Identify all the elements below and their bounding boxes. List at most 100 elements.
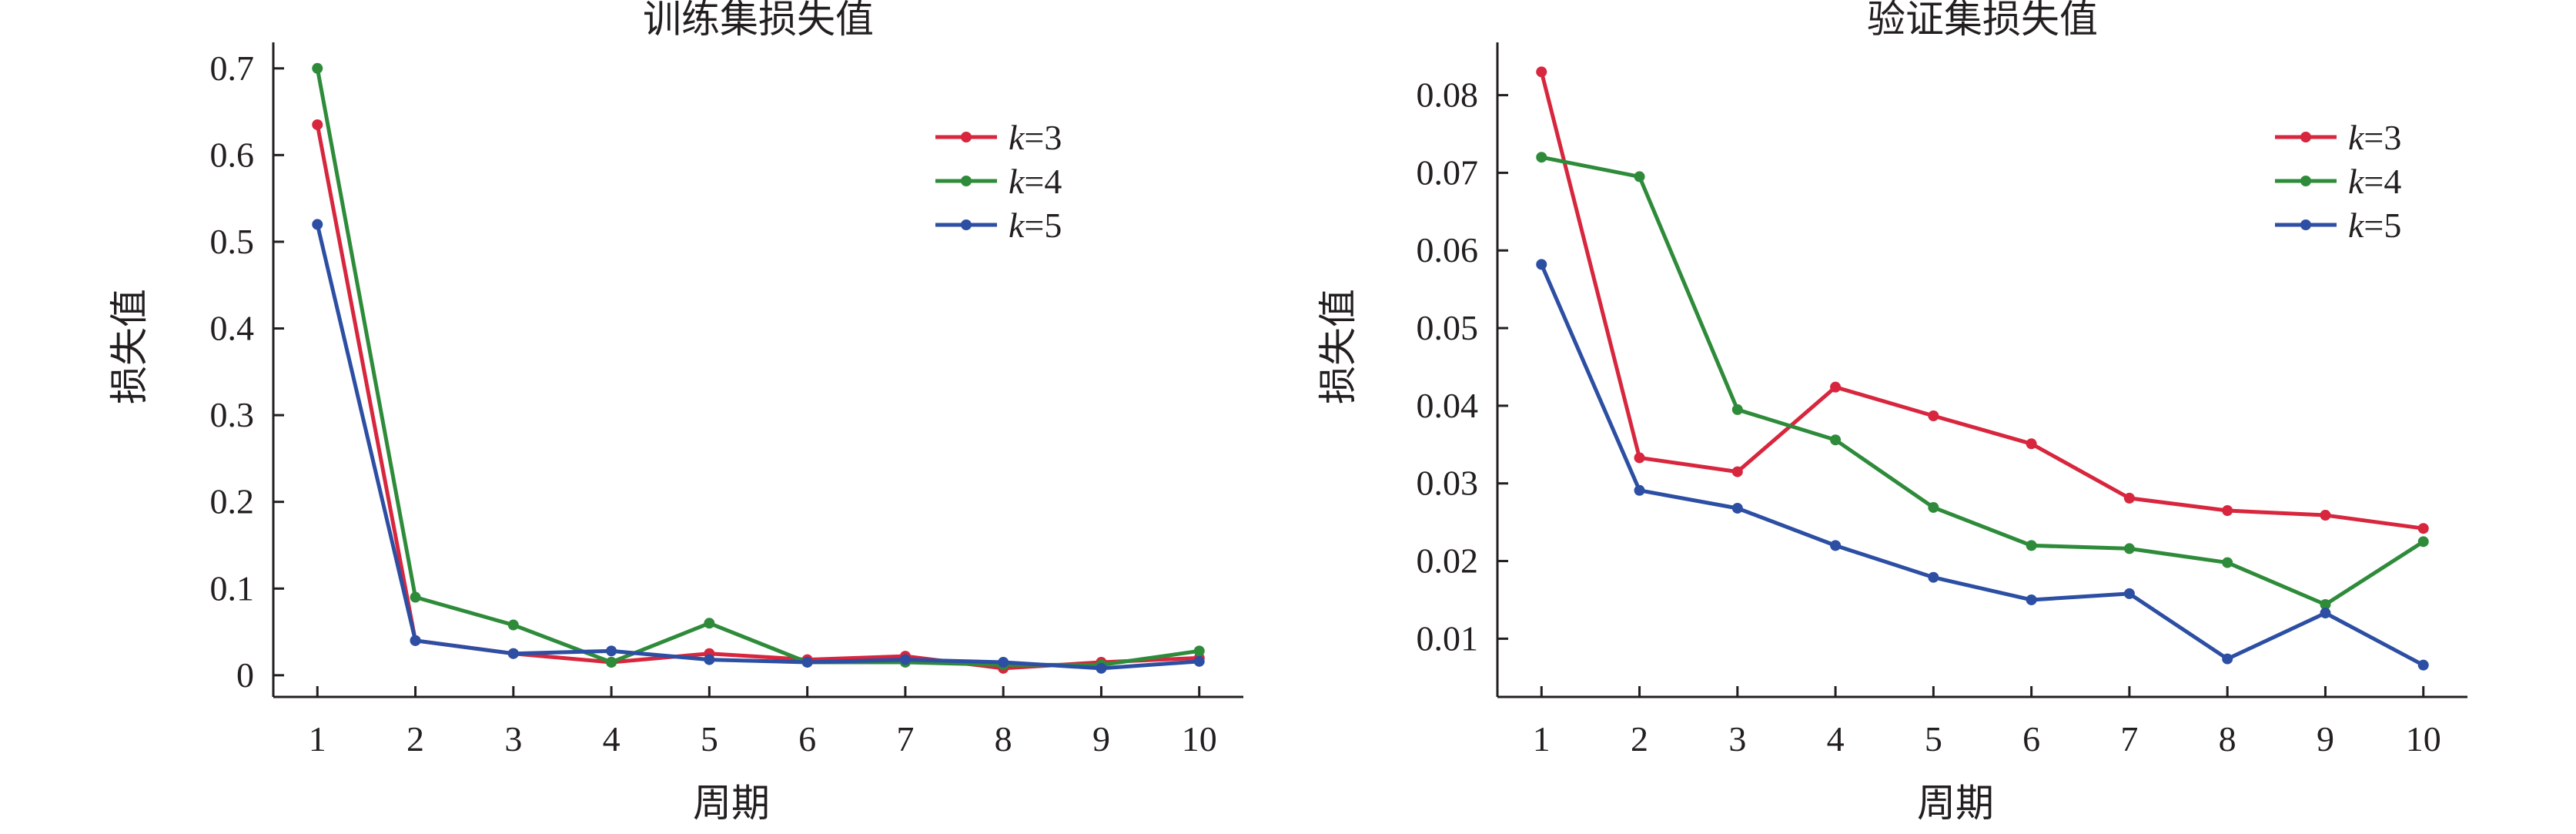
data-point <box>2222 653 2233 665</box>
y-tick-label: 0.04 <box>1417 386 1479 425</box>
data-point <box>2320 608 2331 619</box>
x-tick-label: 1 <box>1533 719 1551 759</box>
y-tick-label: 0.03 <box>1417 464 1479 503</box>
data-point <box>1536 66 1547 78</box>
legend-eq: =5 <box>2364 206 2401 245</box>
legend-k: k <box>2348 206 2365 245</box>
legend-item: k=4 <box>2275 162 2401 201</box>
series-line <box>315 124 1199 671</box>
x-axis-label: 周期 <box>1917 781 1994 826</box>
data-point <box>998 656 1009 668</box>
y-tick-label: 0.01 <box>1417 618 1479 658</box>
series-k-5 <box>1536 259 2429 671</box>
series-k-5 <box>312 219 1205 674</box>
y-tick-label: 0.2 <box>210 482 255 521</box>
data-point <box>801 656 813 668</box>
data-point <box>606 645 617 657</box>
data-point <box>2026 594 2037 605</box>
y-tick-label: 0.05 <box>1417 308 1479 347</box>
data-point <box>312 119 323 130</box>
x-tick-label: 5 <box>1925 719 1942 759</box>
series-line <box>1541 155 2425 607</box>
series-k-4 <box>312 62 1205 671</box>
series-k-4 <box>1536 152 2429 611</box>
data-point <box>2123 543 2135 554</box>
legend-label: k=3 <box>2348 118 2401 157</box>
data-point <box>1193 645 1205 657</box>
y-tick-label: 0.3 <box>210 395 255 434</box>
legend-k: k <box>2348 162 2365 201</box>
x-tick-label: 6 <box>798 719 816 759</box>
data-point <box>1830 540 1842 551</box>
x-tick-label: 9 <box>1092 719 1110 759</box>
data-point <box>507 648 519 659</box>
legend-label: k=3 <box>1009 118 1062 157</box>
x-tick-label: 2 <box>1631 719 1648 759</box>
data-point <box>2417 523 2429 534</box>
series-line <box>1539 71 2424 531</box>
x-tick-label: 4 <box>1827 719 1845 759</box>
series-k-3 <box>1536 66 2429 534</box>
data-point <box>1193 655 1205 667</box>
x-tick-label: 3 <box>504 719 522 759</box>
data-point <box>1731 502 1743 514</box>
chart-title: 训练集损失值 <box>643 0 874 42</box>
data-point <box>1928 410 1939 421</box>
legend-swatch-marker <box>2300 132 2311 142</box>
chart-title: 验证集损失值 <box>1867 0 2098 42</box>
legend-label: k=5 <box>2348 206 2401 245</box>
data-point <box>1830 434 1842 446</box>
data-point <box>1536 259 1547 270</box>
data-point <box>2123 492 2135 504</box>
legend-item: k=3 <box>2275 118 2401 157</box>
y-tick-label: 0.4 <box>210 309 255 348</box>
data-point <box>2123 588 2135 599</box>
legend-eq: =3 <box>2364 118 2401 157</box>
data-point <box>1731 404 1743 415</box>
x-tick-label: 9 <box>2317 719 2334 759</box>
y-tick-label: 0 <box>236 655 254 695</box>
y-tick-label: 0.7 <box>210 49 255 88</box>
data-point <box>410 591 421 603</box>
data-point <box>2222 505 2233 517</box>
x-tick-label: 6 <box>2022 719 2040 759</box>
data-point <box>2417 536 2429 548</box>
data-point <box>606 656 617 668</box>
legend-eq: =3 <box>1024 118 1062 157</box>
y-axis-label: 损失值 <box>1316 289 1360 404</box>
data-point <box>704 618 715 629</box>
series-line <box>315 223 1199 671</box>
chart-1: 训练集损失值 0 0.1 0.2 0.3 0.4 0.5 0.6 0.7 1 2 3 4 5 6 7 8 9 10 周… <box>107 0 1243 826</box>
legend-label: k=4 <box>2348 162 2401 201</box>
legend-label: k=5 <box>1009 206 1062 245</box>
series-line <box>1539 263 2424 667</box>
x-tick-label: 10 <box>1182 719 1217 759</box>
data-point <box>2417 659 2429 671</box>
data-point <box>312 62 323 74</box>
legend-swatch-marker <box>961 132 972 142</box>
legend-item: k=5 <box>935 206 1062 245</box>
legend-k: k <box>1009 162 1025 201</box>
y-tick-label: 0.06 <box>1417 230 1479 270</box>
y-tick-label: 0.07 <box>1417 152 1479 192</box>
legend-eq: =5 <box>1024 206 1062 245</box>
legend-k: k <box>1009 206 1025 245</box>
legend-label: k=4 <box>1009 162 1062 201</box>
legend-swatch-marker <box>2300 219 2311 230</box>
data-point <box>2320 599 2331 611</box>
y-tick-label: 0.5 <box>210 222 255 261</box>
legend-swatch-marker <box>2300 176 2311 186</box>
data-point <box>1634 484 1645 496</box>
data-point <box>2320 510 2331 521</box>
data-point <box>312 219 323 230</box>
data-point <box>2222 557 2233 568</box>
x-tick-label: 7 <box>2120 719 2138 759</box>
legend-item: k=4 <box>935 162 1062 201</box>
data-point <box>2026 438 2037 450</box>
y-tick-label: 0.6 <box>210 135 255 174</box>
data-point <box>899 654 911 665</box>
data-point <box>1634 452 1645 464</box>
legend-eq: =4 <box>1024 162 1062 201</box>
data-point <box>1928 571 1939 583</box>
